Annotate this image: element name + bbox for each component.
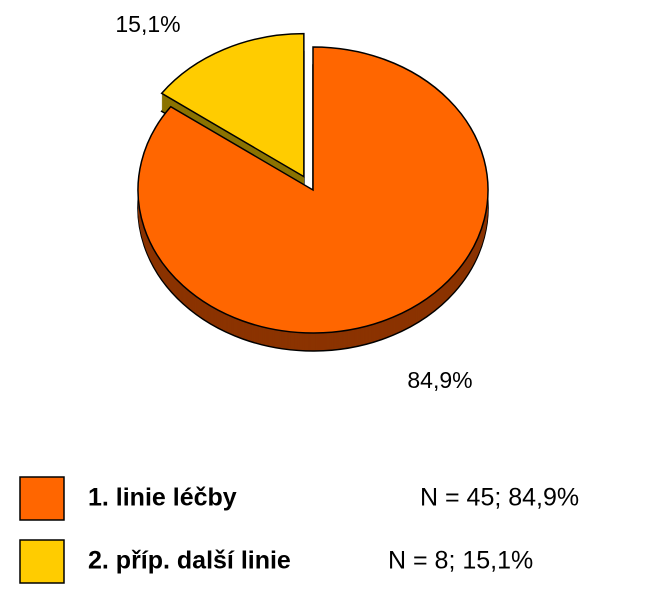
- slice: [137, 46, 489, 334]
- slice: [160, 32, 305, 178]
- legend: 1. linie léčby N = 45; 84,9% 2. příp. dalš…: [19, 476, 579, 584]
- legend-detail: N = 45; 84,9%: [420, 484, 579, 512]
- value-label: 15,1%: [115, 11, 180, 37]
- pie: 84,9% 15,1%: [115, 11, 489, 393]
- legend-label: 1. linie léčby: [88, 484, 237, 512]
- legend-detail: N = 8; 15,1%: [388, 547, 533, 575]
- value-label: 84,9%: [407, 367, 472, 393]
- legend-swatch: [19, 476, 65, 521]
- legend-swatch: [19, 539, 65, 584]
- legend-label: 2. příp. další linie: [88, 547, 291, 575]
